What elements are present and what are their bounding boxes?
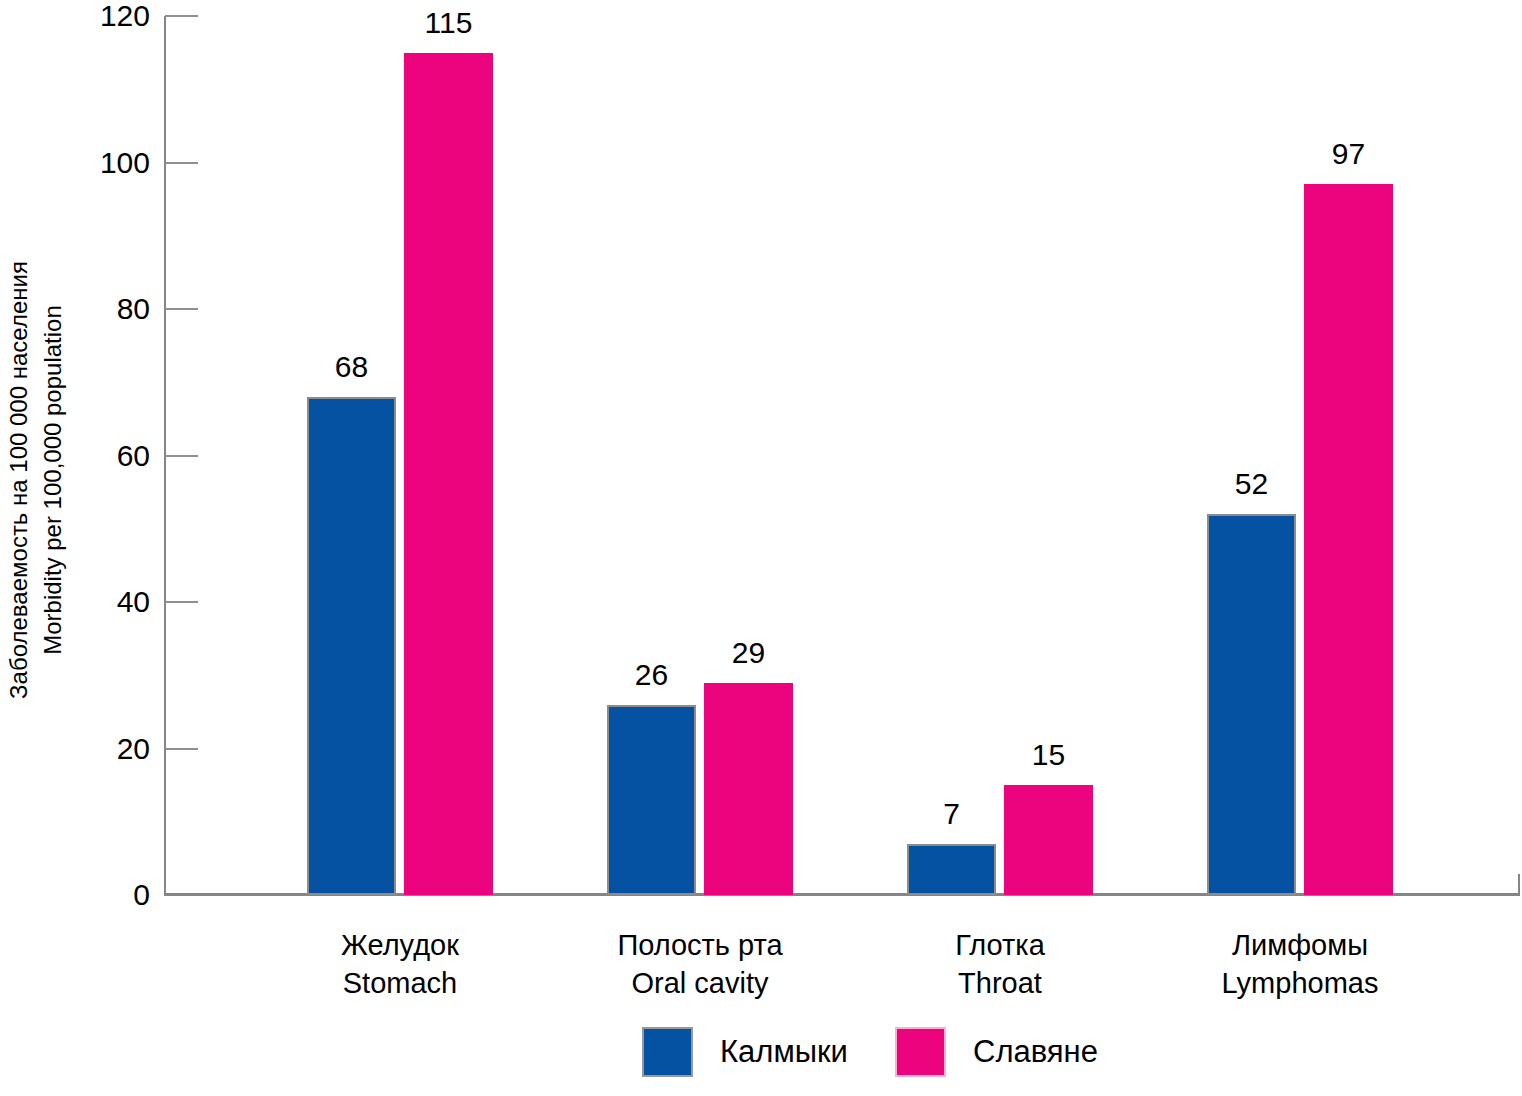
- y-tick-label: 80: [80, 291, 150, 327]
- bar-value-label: 29: [679, 636, 818, 670]
- bar-value-label: 7: [882, 797, 1021, 831]
- category-label-en: Oral cavity: [540, 964, 860, 1002]
- bar-Славяне-Lymphomas: [1304, 184, 1393, 895]
- category-label-ru: Глотка: [840, 926, 1160, 964]
- x-axis-end-tick: [1518, 874, 1520, 894]
- bar-Калмыки-Lymphomas: [1207, 514, 1296, 895]
- y-axis-title: Заболеваемость на 100 000 населения Morb…: [2, 130, 72, 830]
- y-axis-title-line-ru: Заболеваемость на 100 000 населения: [2, 130, 36, 830]
- y-tick-label: 40: [80, 584, 150, 620]
- category-label-ru: Лимфомы: [1140, 926, 1460, 964]
- category-label-ru: Желудок: [240, 926, 560, 964]
- bar-Калмыки-Throat: [907, 844, 996, 895]
- bar-value-label: 68: [282, 350, 421, 384]
- category-label-Stomach: ЖелудокStomach: [240, 926, 560, 1002]
- legend-label-Славяне: Славяне: [973, 1032, 1098, 1072]
- y-tick-label: 20: [80, 731, 150, 767]
- category-label-Lymphomas: ЛимфомыLymphomas: [1140, 926, 1460, 1002]
- y-tick-label: 120: [80, 0, 150, 34]
- bar-value-label: 97: [1279, 137, 1418, 171]
- y-tick-mark: [165, 15, 198, 17]
- y-tick-mark: [165, 162, 198, 164]
- y-tick-mark: [165, 455, 198, 457]
- legend-label-Калмыки: Калмыки: [720, 1032, 848, 1072]
- bar-value-label: 115: [379, 6, 518, 40]
- legend-swatch-Славяне: [895, 1027, 946, 1077]
- category-label-en: Lymphomas: [1140, 964, 1460, 1002]
- bar-Славяне-Oral cavity: [704, 683, 793, 895]
- category-label-en: Stomach: [240, 964, 560, 1002]
- bar-Славяне-Stomach: [404, 53, 493, 895]
- y-tick-mark: [165, 308, 198, 310]
- bar-Калмыки-Oral cavity: [607, 705, 696, 895]
- bar-Славяне-Throat: [1004, 785, 1093, 895]
- y-tick-label: 60: [80, 438, 150, 474]
- y-axis-title-line-en: Morbidity per 100,000 population: [36, 130, 70, 830]
- category-label-Oral cavity: Полость ртаOral cavity: [540, 926, 860, 1002]
- category-label-Throat: ГлоткаThroat: [840, 926, 1160, 1002]
- bar-Калмыки-Stomach: [307, 397, 396, 895]
- y-tick-mark: [165, 748, 198, 750]
- y-tick-mark: [165, 601, 198, 603]
- legend-swatch-Калмыки: [642, 1027, 693, 1077]
- y-tick-label: 100: [80, 145, 150, 181]
- bar-value-label: 52: [1182, 467, 1321, 501]
- category-label-ru: Полость рта: [540, 926, 860, 964]
- category-label-en: Throat: [840, 964, 1160, 1002]
- bar-chart-figure: Заболеваемость на 100 000 населения Morb…: [0, 0, 1522, 1096]
- bar-value-label: 15: [979, 738, 1118, 772]
- y-tick-label: 0: [80, 877, 150, 913]
